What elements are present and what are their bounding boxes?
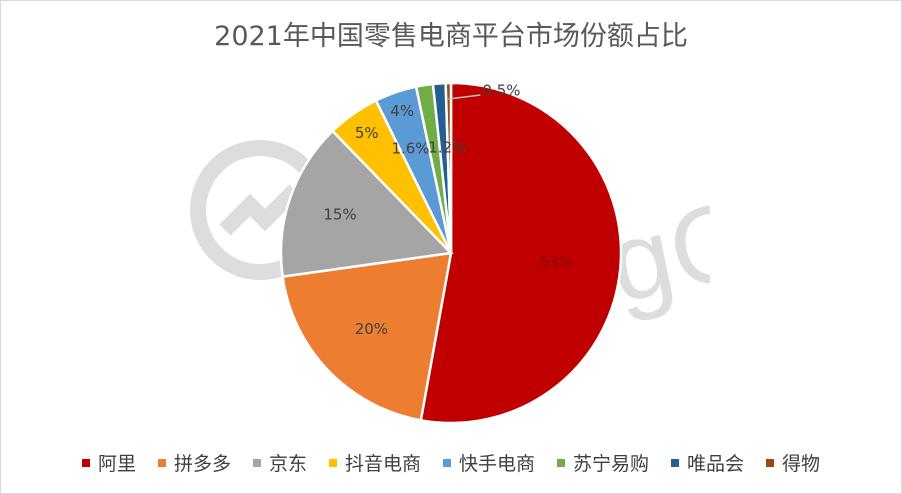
slice-data-label-3: 15% (323, 205, 356, 223)
slice-data-label-5: 4% (390, 102, 414, 120)
slice-data-label-1: 53% (539, 253, 572, 271)
legend-item: 京东 (252, 449, 307, 476)
pie-slice-8 (444, 81, 453, 254)
legend-label: 苏宁易购 (573, 453, 650, 475)
legend-swatch (557, 458, 566, 467)
legend-label: 抖音电商 (344, 453, 421, 475)
legend-item: 拼多多 (157, 449, 231, 476)
legend-swatch (443, 458, 451, 467)
legend-label: 得物 (782, 453, 821, 475)
pie-slice-3 (279, 129, 454, 279)
chart-legend: 阿里 拼多多 京东 抖音电商 快手电商 苏宁易购 唯品会 得物 (0, 449, 902, 476)
legend-swatch (252, 458, 261, 467)
leader-line (448, 94, 481, 100)
pie-slice-2 (281, 251, 453, 422)
legend-item: 唯品会 (671, 449, 744, 476)
legend-swatch (671, 458, 680, 467)
legend-swatch (157, 458, 166, 467)
slice-data-label-7: 1.2% (428, 139, 466, 157)
pie-slice-1 (419, 81, 623, 425)
legend-swatch (81, 458, 90, 467)
legend-label: 阿里 (97, 453, 136, 475)
chart-title: 2021年中国零售电商平台市场份额占比 (214, 21, 688, 52)
slice-data-label-8: 0.5% (482, 82, 520, 100)
legend-swatch (766, 458, 775, 467)
legend-label: 拼多多 (173, 453, 231, 475)
legend-item: 阿里 (81, 449, 136, 476)
legend-item: 苏宁易购 (557, 449, 649, 476)
legend-label: 唯品会 (687, 453, 745, 475)
legend-item: 快手电商 (443, 449, 535, 476)
legend-label: 京东 (268, 453, 307, 475)
slice-data-label-6: 1.6% (391, 140, 429, 158)
slice-data-label-4: 5% (355, 124, 379, 142)
legend-item: 抖音电商 (328, 449, 421, 476)
legend-swatch (328, 458, 337, 467)
legend-item: 得物 (766, 449, 820, 476)
legend-label: 快手电商 (459, 453, 536, 475)
slice-data-label-2: 20% (355, 320, 388, 338)
